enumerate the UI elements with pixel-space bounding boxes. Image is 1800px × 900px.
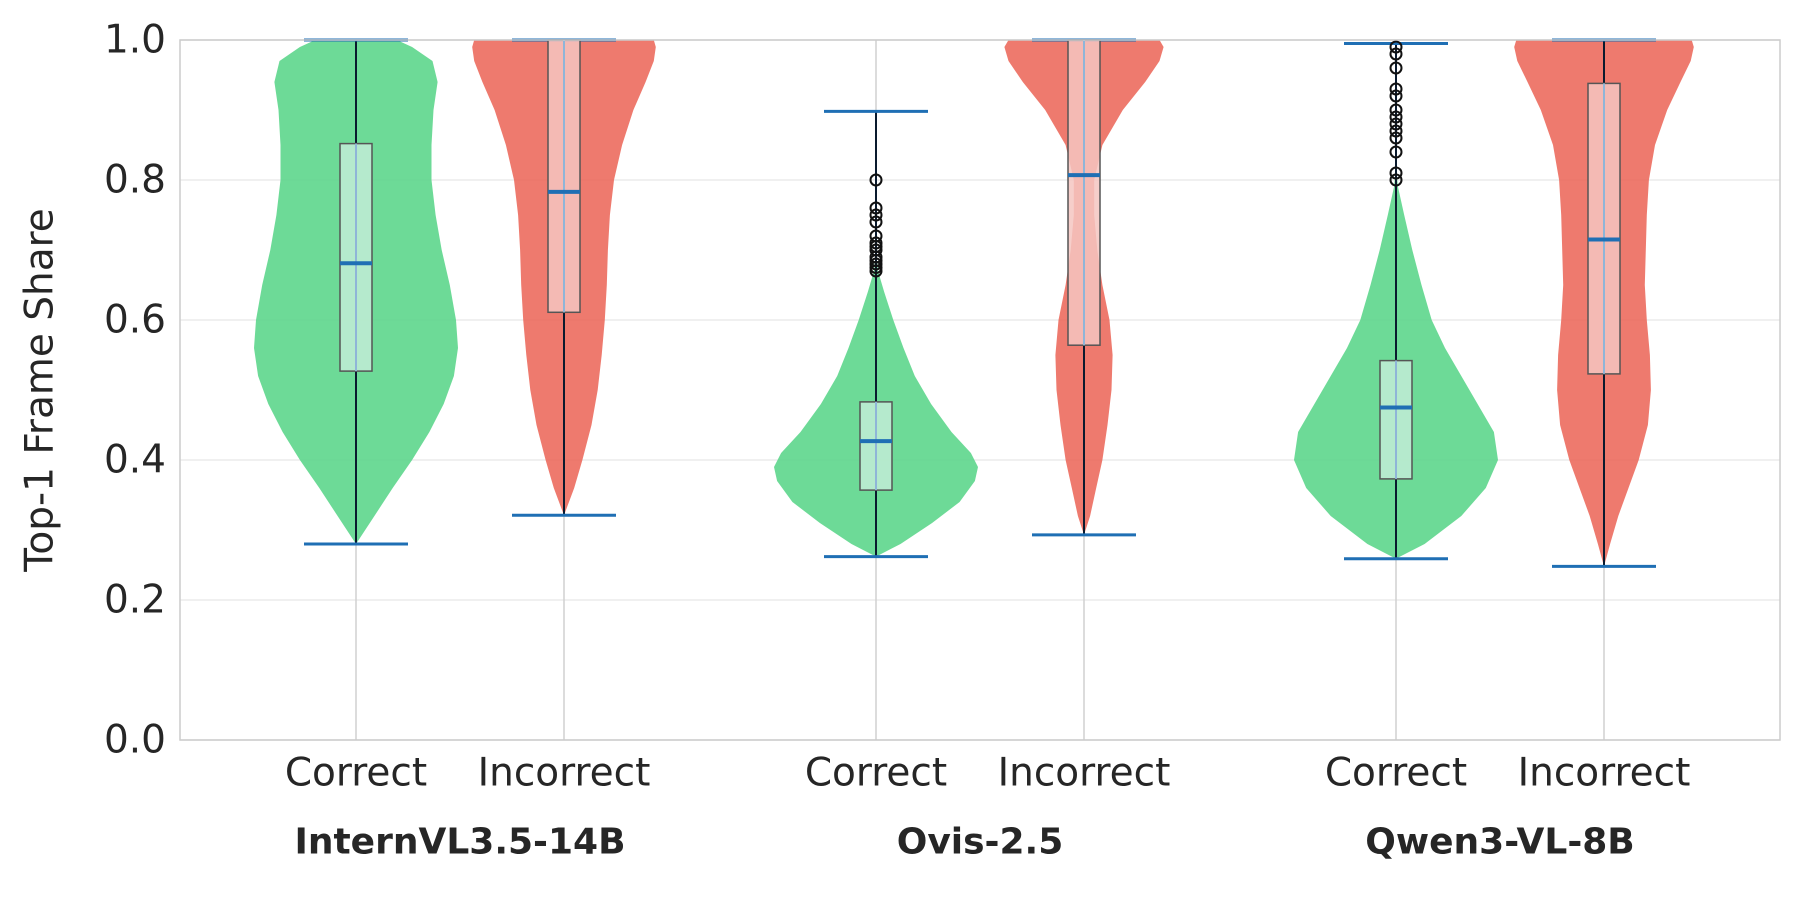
y-tick-label: 0.2 (104, 578, 166, 623)
outlier-point (869, 261, 883, 274)
category-label: Incorrect (478, 751, 651, 796)
outlier-point (869, 173, 883, 187)
boxes (304, 38, 1656, 568)
outlier-point (869, 215, 883, 229)
outlier-point (869, 201, 883, 215)
outlier-point (1389, 110, 1403, 124)
y-axis-title: Top-1 Frame Share (18, 208, 63, 573)
group-label: Ovis-2.5 (897, 822, 1064, 863)
y-tick-label: 1.0 (104, 18, 166, 63)
category-label: Correct (1325, 751, 1467, 796)
category-label: Correct (805, 751, 947, 796)
outlier-point (1389, 40, 1403, 54)
axes-frame (179, 39, 1781, 741)
outlier-point (1389, 173, 1403, 187)
category-label: Incorrect (998, 751, 1171, 796)
y-tick-label: 0.8 (104, 158, 166, 203)
outlier-point (1389, 82, 1403, 96)
y-tick-label: 0.0 (104, 718, 166, 763)
y-tick-label: 0.6 (104, 298, 166, 343)
plot-frame (179, 39, 1781, 741)
category-label: Incorrect (1518, 751, 1691, 796)
outlier-point (1389, 131, 1403, 145)
group-label: InternVL3.5-14B (294, 822, 625, 863)
outlier-point (869, 236, 883, 250)
outlier-point (1389, 124, 1403, 138)
category-label: Correct (285, 751, 427, 796)
y-tick-label: 0.4 (104, 438, 166, 483)
group-label: Qwen3-VL-8B (1365, 822, 1635, 863)
outlier-point (869, 208, 883, 222)
outlier-point (869, 257, 883, 271)
violins (254, 40, 1694, 567)
outlier-point (1389, 89, 1403, 103)
outlier-point (1389, 145, 1403, 159)
outlier-point (1389, 47, 1403, 61)
outlier-point (1389, 117, 1403, 131)
outlier-point (869, 264, 883, 278)
outlier-point (1389, 166, 1403, 180)
outlier-point (1389, 61, 1403, 75)
labels: 0.0 0.2 0.4 0.6 0.8 1.0 InternVL3.5-14B Ovis-2.… (104, 18, 1690, 863)
outlier-point (1389, 103, 1403, 117)
